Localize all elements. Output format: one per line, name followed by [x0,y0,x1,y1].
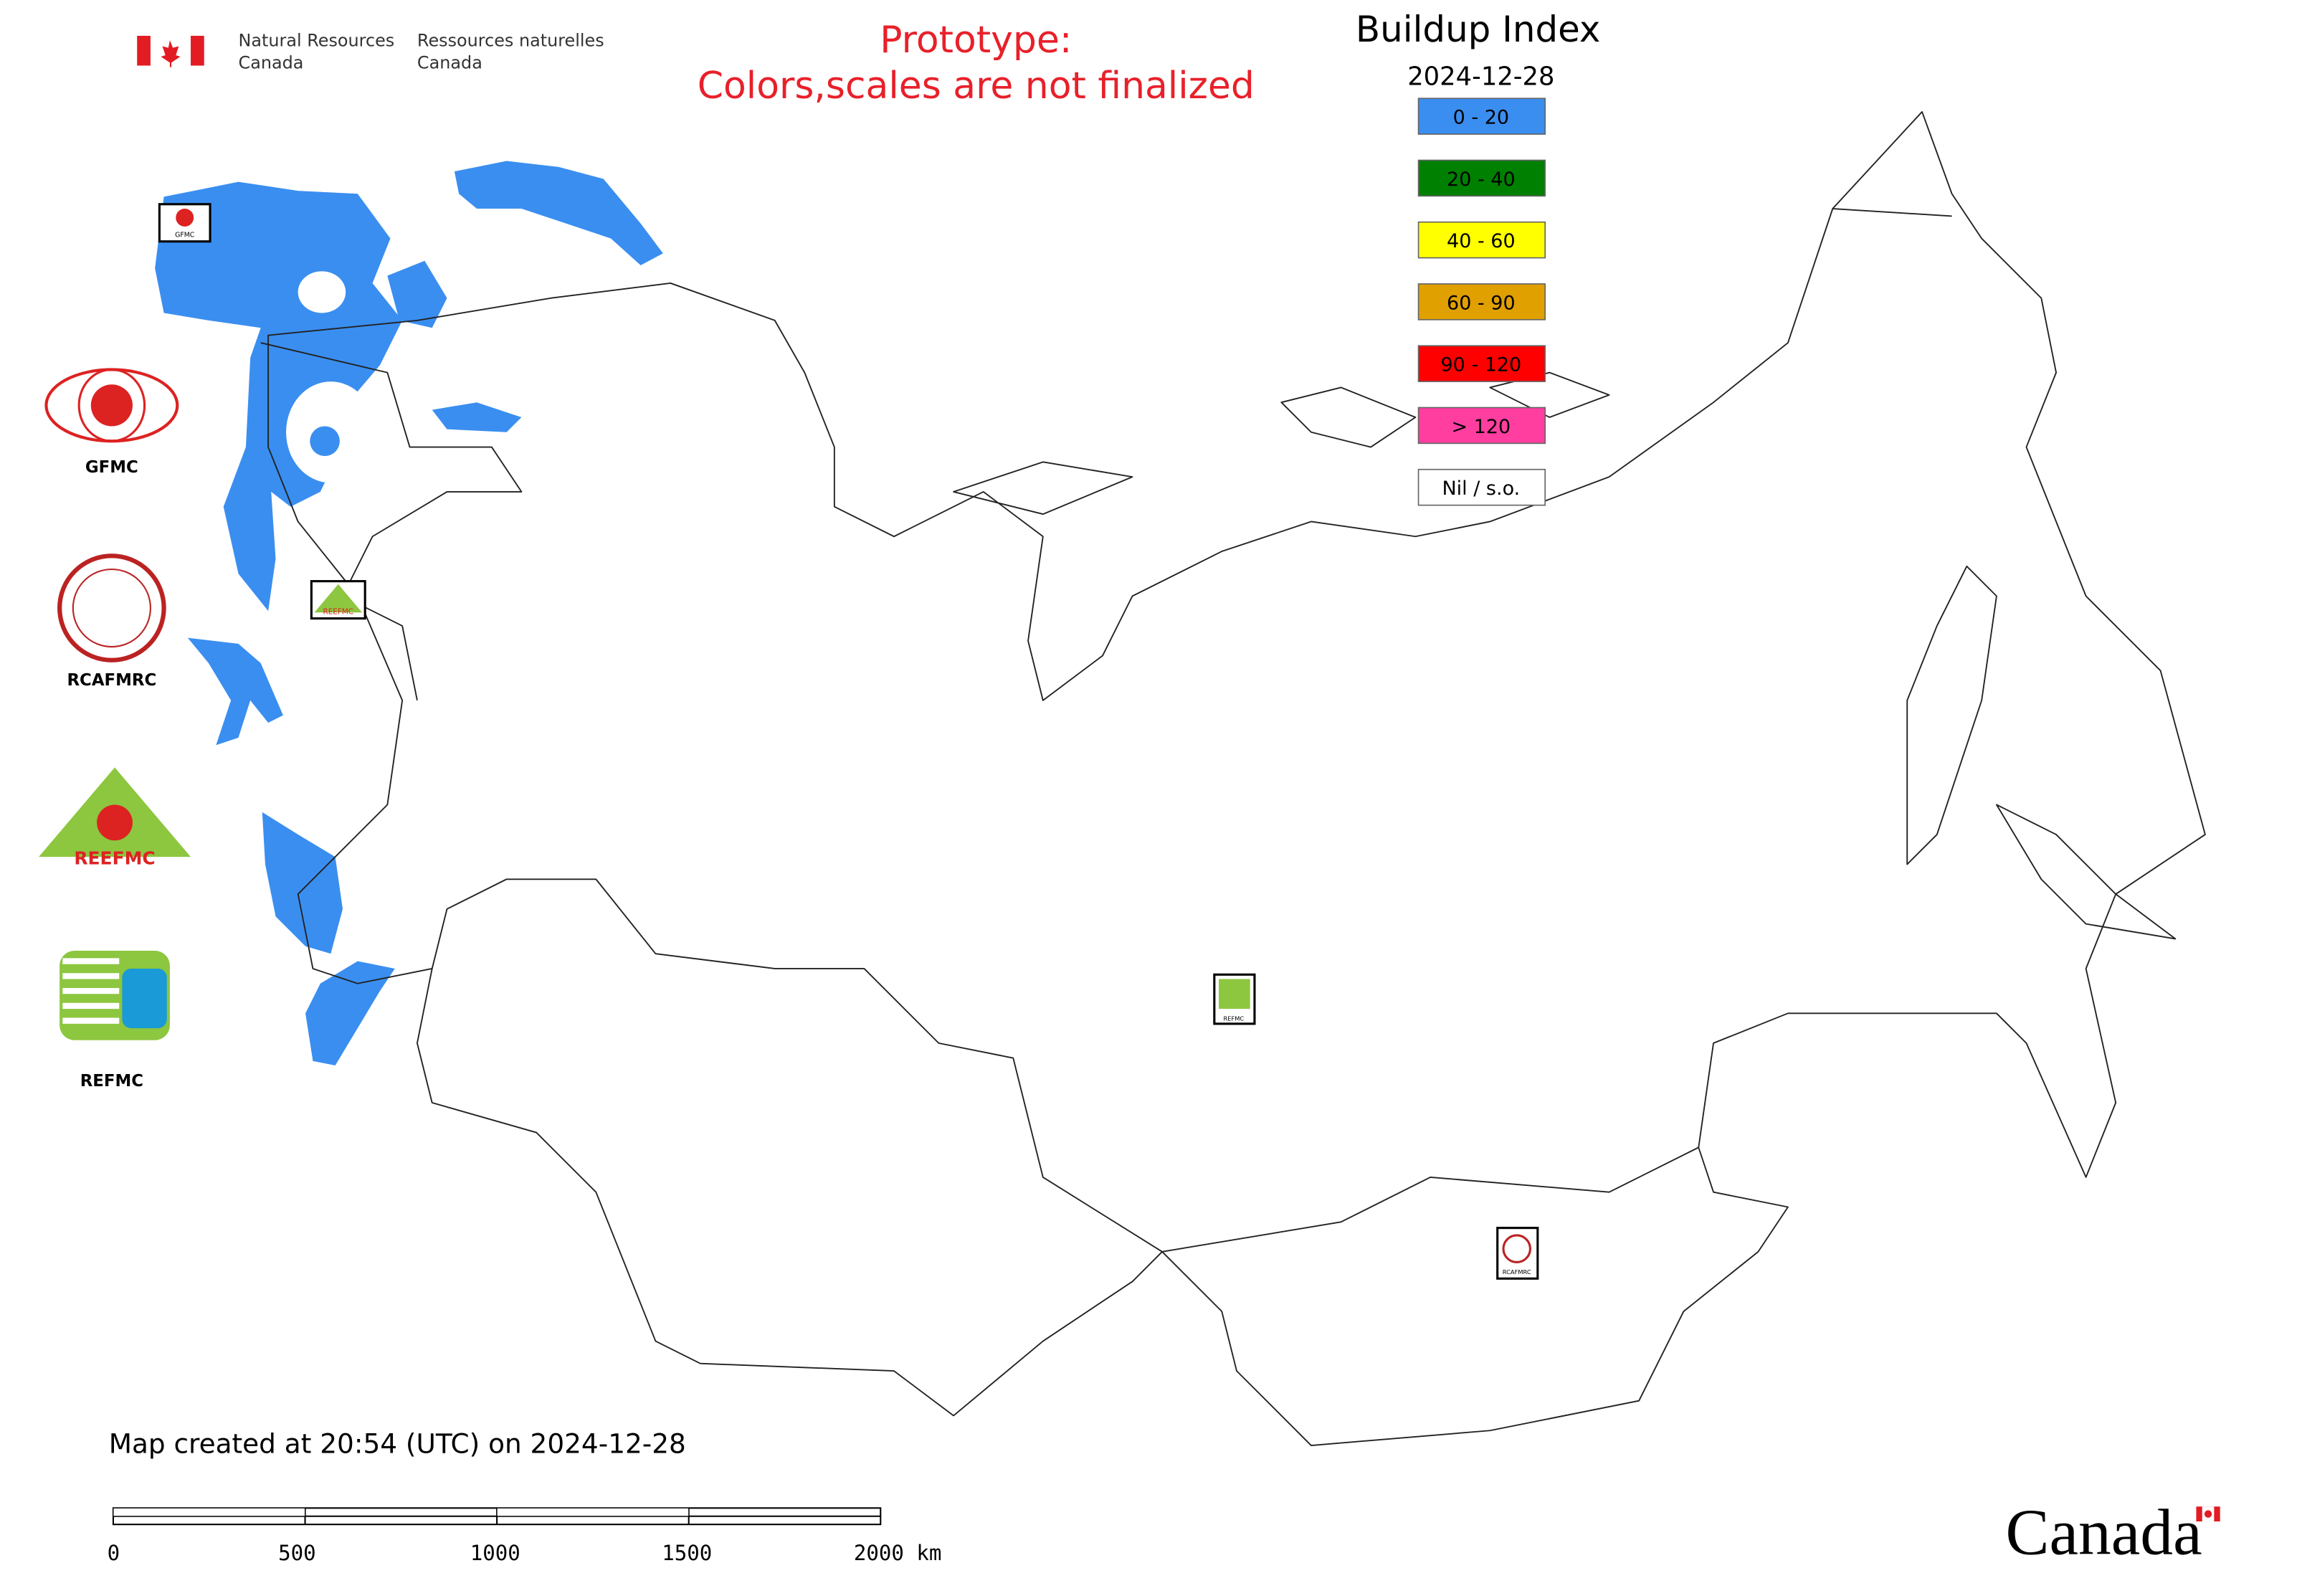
scale-label: 2000 km [854,1541,942,1565]
marker-label: REFMC [1223,1015,1244,1022]
legend-swatch [1417,159,1546,197]
legend-label: Nil / s.o. [1442,478,1520,500]
canada-wordmark: Canada [2005,1496,2202,1569]
org-en: Canada [239,53,304,73]
legend-swatch [1417,283,1546,320]
scale-bar [112,1507,882,1526]
created-note: Map created at 20:54 (UTC) on 2024-12-28 [109,1428,686,1459]
region [454,161,663,266]
marker-label: REEFMC [323,607,353,616]
legend-swatch [1417,407,1546,445]
logos: GFMC RCAFMRC REEFMC REFMC [39,368,191,1091]
legend-label: 0 - 20 [1453,107,1509,129]
legend-swatch [1417,345,1546,382]
legend-swatch [1417,98,1546,135]
logo-label: GFMC [85,458,138,477]
org-fr: Ressources naturelles [417,30,604,50]
legend: 0 - 20 20 - 40 40 - 60 60 - 90 90 - 120 > 120… [1417,98,1546,506]
wordmark-flag [2196,1506,2220,1522]
org-fr: Canada [417,53,482,73]
legend-label: 90 - 120 [1440,354,1521,376]
legend-label: 20 - 40 [1447,168,1516,191]
notice: Prototype: [880,19,1072,62]
logo-label: REFMC [80,1072,143,1091]
scale-label: 1000 [470,1541,520,1565]
legend-date: 2024-12-28 [1407,62,1554,92]
logo-label: REEFMC [74,847,155,868]
region [305,961,395,1066]
scale-labels: 0 500 1000 1500 2000 km [108,1541,942,1565]
region [310,426,340,457]
scale-label: 0 [108,1541,120,1565]
org-en: Natural Resources [239,30,395,50]
legend-label: 40 - 60 [1447,230,1516,252]
scale-label: 1500 [662,1541,712,1565]
legend-swatch [1417,221,1546,259]
map-markers: GFMC REEFMC REFMC RCAFMRC [158,203,1539,1280]
legend-label: 60 - 90 [1447,292,1516,314]
scale-label: 500 [278,1541,316,1565]
region [187,637,283,746]
nrcan-header: Natural Resources Canada Ressources natu… [137,30,604,73]
marker-label: RCAFMRC [1503,1268,1531,1276]
region [262,812,343,954]
region [432,402,522,432]
legend-label: > 120 [1451,416,1511,438]
legend-title: Buildup Index [1356,9,1601,50]
region [387,260,447,328]
notice: Colors,scales are not finalized [698,65,1255,108]
marker-label: GFMC [175,232,195,239]
logo-label: RCAFMRC [67,671,156,690]
legend-swatch [1417,468,1546,506]
